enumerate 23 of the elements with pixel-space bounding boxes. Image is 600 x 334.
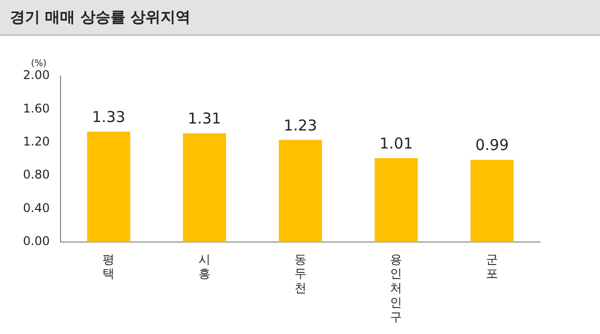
data-label: 1.01 [380, 134, 413, 153]
data-label: 0.99 [475, 136, 509, 154]
x-tick-label: 시흥 [198, 252, 211, 281]
y-tick-label: 1.20 [23, 134, 50, 149]
y-tick-label: 0.40 [23, 200, 50, 215]
x-tick-label: 평택 [102, 252, 115, 281]
bar [87, 132, 130, 242]
bar [278, 140, 322, 242]
y-tick-label: 0.80 [23, 168, 50, 182]
y-axis-title: (%) [30, 58, 47, 69]
bar [470, 160, 514, 242]
y-tick-label: 0.00 [23, 234, 50, 248]
y-tick-label: 2.00 [23, 68, 50, 82]
data-label: 1.23 [284, 116, 318, 134]
x-tick-label: 동두천 [294, 252, 306, 296]
x-tick-label: 군포 [486, 252, 498, 281]
bar [182, 133, 226, 242]
data-label: 1.33 [92, 108, 126, 126]
x-tick-label: 용인처인구 [390, 252, 402, 324]
y-tick-label: 1.60 [23, 101, 50, 116]
bar [374, 158, 418, 242]
data-label: 1.31 [188, 110, 222, 128]
chart-title: 경기 매매 상승률 상위지역 [0, 0, 600, 36]
